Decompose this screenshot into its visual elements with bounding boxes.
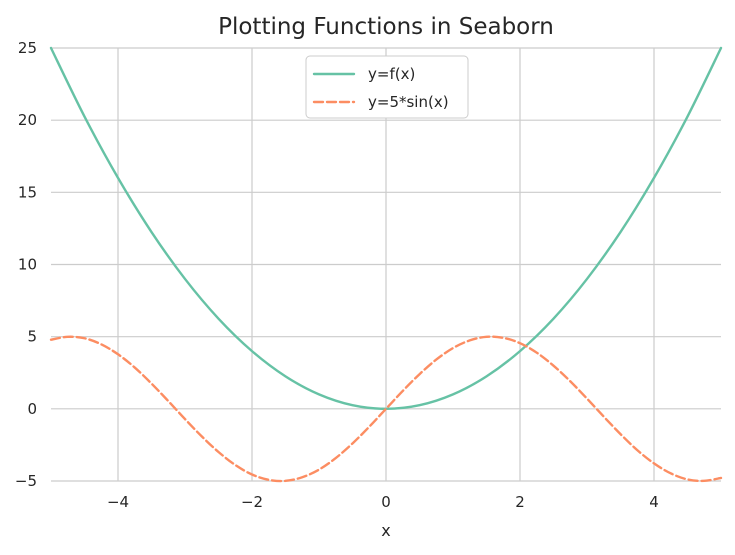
series-lines bbox=[49, 46, 723, 483]
y-tick-label: −5 bbox=[15, 472, 37, 490]
x-axis-label: x bbox=[381, 521, 390, 540]
x-tick-label: −4 bbox=[107, 493, 129, 511]
series-line-2 bbox=[49, 335, 723, 483]
x-tick-label: 2 bbox=[515, 493, 525, 511]
chart-title: Plotting Functions in Seaborn bbox=[218, 14, 554, 40]
y-tick-label: 15 bbox=[18, 183, 37, 201]
x-tick-label: 4 bbox=[649, 493, 659, 511]
legend-entry: y=f(x) bbox=[368, 65, 415, 83]
y-tick-label: 10 bbox=[18, 256, 37, 274]
legend: y=f(x) y=5*sin(x) bbox=[305, 55, 469, 119]
y-tick-label: 20 bbox=[18, 111, 37, 129]
x-tick-label: 0 bbox=[381, 493, 391, 511]
x-tick-label: −2 bbox=[241, 493, 263, 511]
y-tick-label: 5 bbox=[27, 328, 37, 346]
legend-entry: y=5*sin(x) bbox=[368, 93, 449, 111]
y-tick-label: 0 bbox=[27, 400, 37, 418]
legend-items: y=f(x) y=5*sin(x) bbox=[312, 65, 449, 111]
y-tick-label: 25 bbox=[18, 39, 37, 57]
axis-ticks: −5 0 5 10 15 20 25 −4 −2 0 2 4 bbox=[15, 39, 659, 511]
